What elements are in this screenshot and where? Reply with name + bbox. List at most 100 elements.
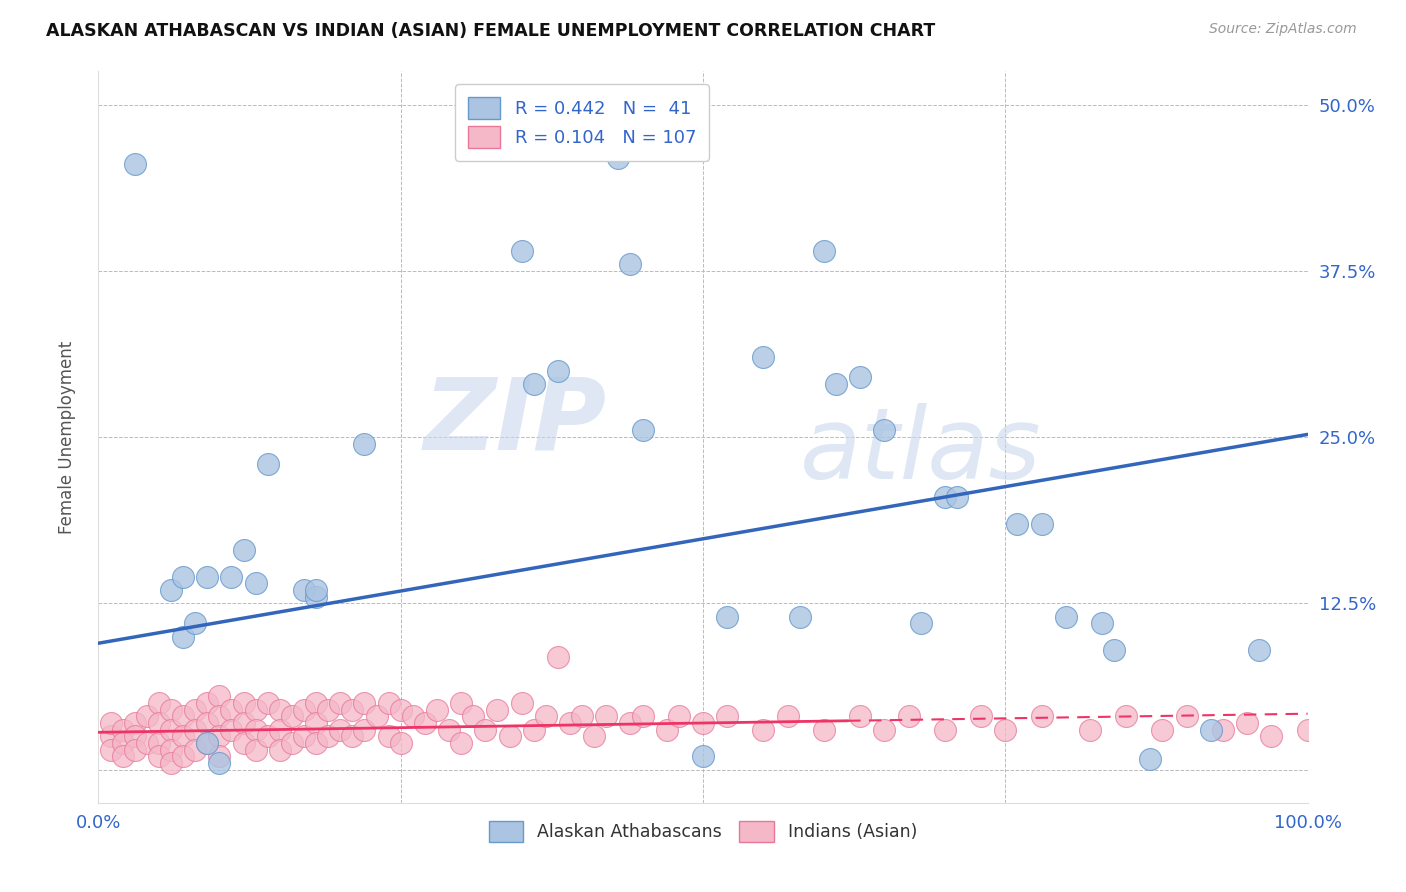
Point (256, 729, 278, 743)
Point (849, 709, 872, 723)
Point (353, 696, 375, 710)
Point (292, 582, 315, 597)
Point (413, 716, 436, 731)
Point (111, 736, 134, 750)
Point (1054, 609, 1077, 624)
Text: Source: ZipAtlas.com: Source: ZipAtlas.com (1209, 22, 1357, 37)
Point (172, 709, 194, 723)
Legend: Alaskan Athabascans, Indians (Asian): Alaskan Athabascans, Indians (Asian) (482, 814, 924, 849)
Point (1007, 516, 1029, 531)
Point (329, 723, 352, 737)
Point (148, 749, 170, 764)
Point (571, 709, 593, 723)
Point (184, 723, 207, 737)
Point (558, 716, 581, 731)
Point (342, 703, 364, 717)
Point (195, 570, 218, 584)
Point (316, 729, 339, 743)
Point (825, 376, 848, 391)
Point (281, 736, 304, 750)
Point (208, 709, 231, 723)
Point (1260, 729, 1282, 743)
Text: ZIP: ZIP (423, 374, 606, 471)
Point (124, 729, 146, 743)
Point (124, 716, 146, 731)
Point (450, 696, 472, 710)
Point (305, 696, 328, 710)
Point (498, 729, 520, 743)
Text: ALASKAN ATHABASCAN VS INDIAN (ASIAN) FEMALE UNEMPLOYMENT CORRELATION CHART: ALASKAN ATHABASCAN VS INDIAN (ASIAN) FEM… (46, 22, 935, 40)
Point (245, 723, 267, 737)
Point (269, 703, 291, 717)
Point (342, 729, 364, 743)
Point (1236, 716, 1258, 731)
Point (631, 424, 654, 438)
Point (692, 749, 714, 764)
Point (1102, 643, 1125, 657)
Text: atlas: atlas (800, 403, 1042, 500)
Point (873, 424, 896, 438)
Point (450, 736, 472, 750)
Point (353, 436, 375, 450)
Point (377, 729, 399, 743)
Point (281, 709, 304, 723)
Point (595, 709, 617, 723)
Point (232, 716, 254, 731)
Point (389, 703, 412, 717)
Point (1175, 709, 1198, 723)
Point (1031, 516, 1053, 531)
Point (1212, 723, 1234, 737)
Point (1152, 723, 1174, 737)
Point (208, 729, 231, 743)
Point (195, 696, 218, 710)
Point (100, 729, 122, 743)
Point (619, 257, 641, 271)
Point (776, 709, 799, 723)
Point (184, 616, 207, 631)
Point (124, 742, 146, 756)
Point (172, 570, 194, 584)
Point (148, 696, 170, 710)
Point (172, 749, 194, 764)
Point (232, 736, 254, 750)
Point (534, 709, 557, 723)
Point (426, 703, 449, 717)
Point (752, 723, 775, 737)
Point (329, 696, 352, 710)
Point (1031, 709, 1053, 723)
Point (208, 690, 231, 704)
Point (135, 736, 157, 750)
Point (934, 723, 956, 737)
Point (692, 716, 714, 731)
Point (353, 723, 375, 737)
Point (631, 709, 654, 723)
Point (474, 723, 496, 737)
Point (160, 756, 183, 770)
Point (232, 543, 254, 558)
Point (111, 723, 134, 737)
Point (172, 729, 194, 743)
Point (510, 696, 533, 710)
Point (970, 709, 993, 723)
Point (305, 716, 328, 731)
Point (232, 696, 254, 710)
Point (124, 157, 146, 171)
Point (1139, 752, 1161, 766)
Point (655, 723, 678, 737)
Point (752, 351, 775, 365)
Point (160, 742, 183, 756)
Point (377, 696, 399, 710)
Point (897, 709, 920, 723)
Point (1199, 723, 1222, 737)
Point (256, 457, 278, 471)
Point (221, 723, 243, 737)
Point (184, 742, 207, 756)
Point (135, 709, 157, 723)
Point (208, 749, 231, 764)
Point (523, 376, 546, 391)
Point (619, 716, 641, 731)
Point (148, 716, 170, 731)
Point (148, 736, 170, 750)
Point (523, 723, 546, 737)
Point (813, 723, 835, 737)
